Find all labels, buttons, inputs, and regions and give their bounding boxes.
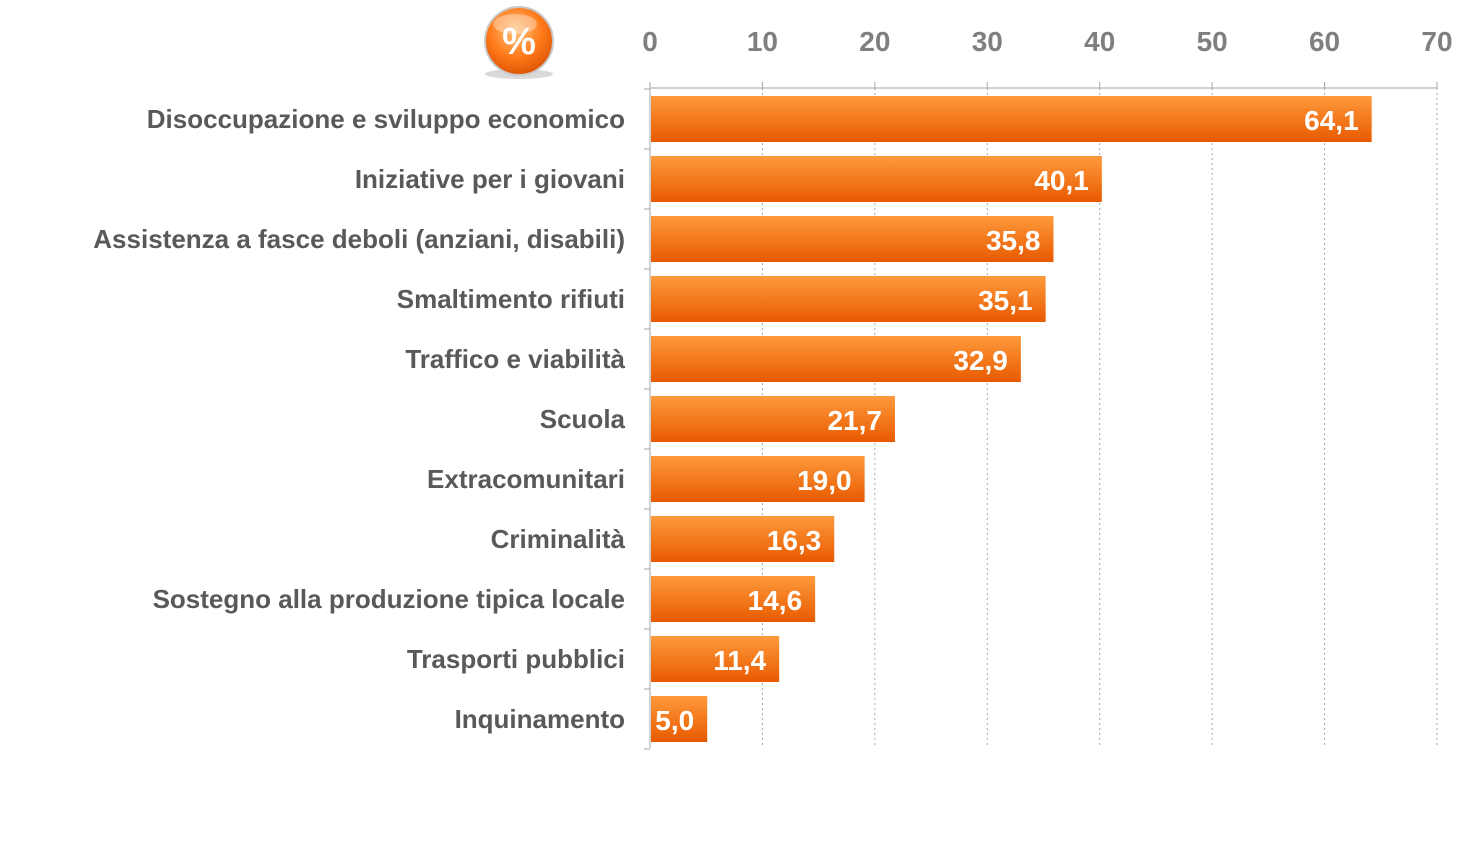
tick-label: 30 <box>972 26 1003 57</box>
bar <box>651 96 1372 142</box>
bar <box>651 216 1054 262</box>
category-label: Traffico e viabilità <box>405 344 625 374</box>
bar <box>651 396 895 442</box>
tick-label: 70 <box>1421 26 1452 57</box>
category-label: Iniziative per i giovani <box>355 164 625 194</box>
bar <box>651 456 865 502</box>
bars <box>651 96 1372 742</box>
category-label: Sostegno alla produzione tipica locale <box>153 584 625 614</box>
tick-label: 60 <box>1309 26 1340 57</box>
bar <box>651 156 1102 202</box>
gridlines <box>644 87 1438 750</box>
data-label: 35,1 <box>978 285 1033 316</box>
category-label: Trasporti pubblici <box>407 644 625 674</box>
category-label: Scuola <box>540 404 626 434</box>
category-label: Inquinamento <box>455 704 625 734</box>
data-label: 21,7 <box>827 405 882 436</box>
bar <box>651 576 816 622</box>
bar <box>651 276 1046 322</box>
percent-badge-icon: % <box>484 6 554 79</box>
tick-label: 10 <box>747 26 778 57</box>
tick-label: 20 <box>859 26 890 57</box>
data-label: 19,0 <box>797 465 852 496</box>
data-label: 32,9 <box>953 345 1008 376</box>
data-label: 11,4 <box>713 645 766 676</box>
data-label: 40,1 <box>1034 165 1089 196</box>
percent-symbol: % <box>502 21 536 63</box>
category-label: Criminalità <box>491 524 626 554</box>
tick-label: 50 <box>1197 26 1228 57</box>
bar <box>651 516 835 562</box>
data-label: 5,0 <box>655 705 694 736</box>
x-axis-ticks: 0 10 20 30 40 50 60 70 <box>642 26 1453 88</box>
bar <box>651 336 1021 382</box>
data-label: 35,8 <box>986 225 1041 256</box>
value-labels: 64,1 40,1 35,8 35,1 32,9 21,7 19,0 16,3 14,6 11,4… <box>655 105 1358 736</box>
bar <box>651 636 780 682</box>
bar <box>651 696 708 742</box>
data-label: 16,3 <box>767 525 822 556</box>
category-labels: Disoccupazione e sviluppo economico Inizi… <box>93 104 626 735</box>
category-label: Disoccupazione e sviluppo economico <box>147 104 625 134</box>
tick-label: 40 <box>1084 26 1115 57</box>
category-label: Extracomunitari <box>427 464 625 494</box>
data-label: 14,6 <box>748 585 803 616</box>
tick-label: 0 <box>642 26 658 57</box>
data-label: 64,1 <box>1304 105 1359 136</box>
category-label: Assistenza a fasce deboli (anziani, disa… <box>93 224 625 254</box>
category-label: Smaltimento rifiuti <box>397 284 625 314</box>
